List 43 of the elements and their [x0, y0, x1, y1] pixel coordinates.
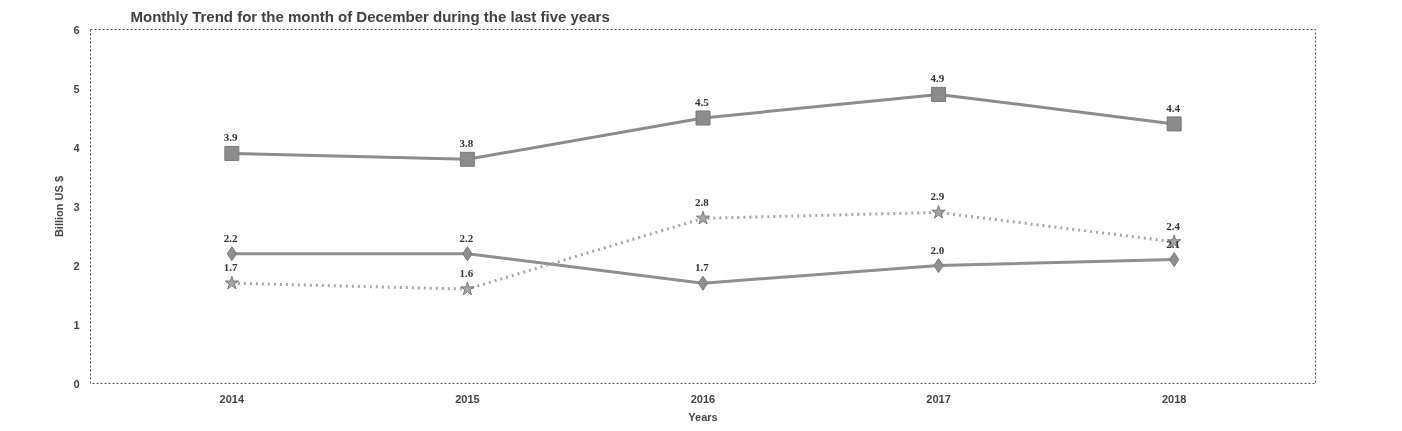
point	[931, 204, 946, 219]
data-label: 2.9	[930, 190, 945, 203]
data-label: 3.8	[459, 137, 474, 150]
data-label: 4.5	[695, 96, 710, 108]
chart-title: Monthly Trend for the month of December during the last five years	[130, 7, 610, 25]
y-tick-label: 4	[73, 141, 81, 154]
y-tick-label: 2	[73, 259, 80, 272]
x-tick-label: 2016	[690, 392, 716, 405]
data-label: 1.6	[459, 267, 474, 280]
data-label: 4.4	[1166, 101, 1181, 114]
data-label: 2.2	[223, 231, 239, 244]
point	[460, 281, 475, 296]
point	[695, 210, 711, 225]
y-tick-label: 5	[73, 82, 80, 95]
y-tick-label: 6	[73, 23, 80, 36]
x-tick-label: 2017	[926, 392, 951, 405]
y-tick-label: 1	[73, 318, 80, 331]
data-label: 4.9	[930, 72, 945, 85]
point	[1166, 116, 1182, 132]
data-label: 2.8	[695, 196, 710, 209]
data-label: 1.7	[695, 261, 710, 274]
data-label: 2.2	[459, 231, 474, 244]
point	[224, 145, 240, 161]
point	[931, 86, 947, 102]
y-tick-label: 0	[73, 377, 80, 390]
data-label: 2.1	[1166, 237, 1180, 250]
point	[459, 151, 475, 167]
x-tick-label: 2015	[455, 392, 480, 405]
y-tick-label: 3	[73, 200, 80, 213]
x-tick-label: 2014	[219, 392, 245, 405]
point	[224, 275, 239, 290]
point	[695, 110, 711, 126]
point	[1168, 252, 1180, 268]
data-label: 1.7	[223, 261, 239, 274]
x-axis-title: Years	[688, 410, 718, 423]
point	[933, 258, 944, 273]
data-label: 3.9	[223, 131, 239, 144]
point	[697, 275, 709, 291]
y-axis-title: Billion US $	[53, 175, 66, 238]
data-label: 2.4	[1166, 219, 1181, 232]
x-tick-label: 2018	[1161, 392, 1187, 405]
data-label: 2.0	[930, 243, 945, 256]
point	[226, 246, 238, 262]
